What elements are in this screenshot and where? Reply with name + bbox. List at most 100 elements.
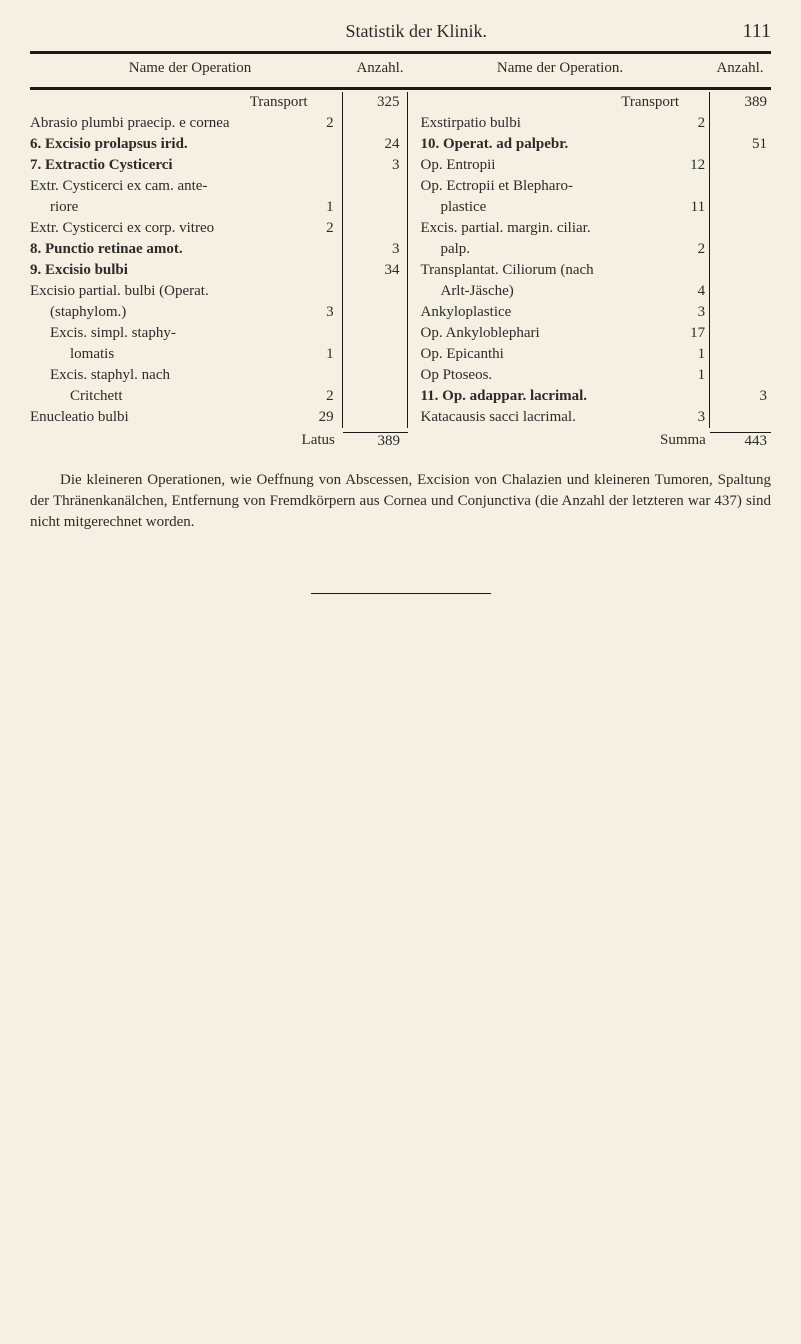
- summa-total-right: 443: [710, 432, 771, 450]
- operation-subcount: [308, 260, 334, 281]
- col-head-name-left: Name der Operation: [30, 60, 350, 77]
- operation-subcount: [308, 92, 334, 113]
- anzahl-value: [710, 323, 767, 344]
- anzahl-value: [343, 176, 400, 197]
- operation-subcount: [308, 239, 334, 260]
- operation-entry: Extr. Cysticerci ex corp. vitreo2: [30, 218, 334, 239]
- operation-entry: Transport: [30, 92, 334, 113]
- anzahl-value: [710, 218, 767, 239]
- anzahl-value: 3: [343, 155, 400, 176]
- operation-text: Excis. simpl. staphy-: [30, 323, 308, 344]
- latus-label: Latus: [30, 432, 343, 450]
- operation-subcount: [308, 323, 334, 344]
- operation-text: riore: [30, 197, 308, 218]
- anzahl-value: 3: [343, 239, 400, 260]
- operation-text: 8. Punctio retinae amot.: [30, 239, 308, 260]
- operation-subcount: [679, 92, 705, 113]
- anzahl-value: [343, 407, 400, 428]
- operation-entry: Op. Epicanthi1: [420, 344, 705, 365]
- operation-entry: 11. Op. adappar. lacrimal.: [420, 386, 705, 407]
- operation-subcount: 2: [679, 113, 705, 134]
- page-header: Statistik der Klinik. 111: [30, 20, 771, 43]
- operation-subcount: [308, 365, 334, 386]
- rule-thick-top: [30, 51, 771, 54]
- operation-entry: Excisio partial. bulbi (Operat.: [30, 281, 334, 302]
- left-anzahl-column: 325243334: [343, 92, 409, 428]
- operation-entry: Excis. staphyl. nach: [30, 365, 334, 386]
- operation-text: Excisio partial. bulbi (Operat.: [30, 281, 308, 302]
- operation-subcount: 3: [679, 407, 705, 428]
- anzahl-value: [710, 176, 767, 197]
- operation-entry: 7. Extractio Cysticerci: [30, 155, 334, 176]
- operation-text: Ankyloplastice: [420, 302, 679, 323]
- operation-subcount: 1: [308, 197, 334, 218]
- anzahl-value: [343, 281, 400, 302]
- footnote-paragraph: Die kleineren Operationen, wie Oeffnung …: [30, 470, 771, 533]
- operation-text: 6. Excisio prolapsus irid.: [30, 134, 308, 155]
- operation-subcount: 2: [679, 239, 705, 260]
- anzahl-value: [710, 365, 767, 386]
- operation-entry: 9. Excisio bulbi: [30, 260, 334, 281]
- operation-subcount: 1: [679, 365, 705, 386]
- operation-text: Transport: [420, 92, 679, 113]
- anzahl-value: 51: [710, 134, 767, 155]
- anzahl-value: 3: [710, 386, 767, 407]
- operation-entry: riore1: [30, 197, 334, 218]
- operation-entry: 6. Excisio prolapsus irid.: [30, 134, 334, 155]
- operation-entry: Katacausis sacci lacrimal.3: [420, 407, 705, 428]
- operation-text: Exstirpatio bulbi: [420, 113, 679, 134]
- table-body: TransportAbrasio plumbi praecip. e corne…: [30, 92, 771, 428]
- operation-text: lomatis: [30, 344, 308, 365]
- right-operations-block: TransportExstirpatio bulbi210. Operat. a…: [408, 92, 710, 428]
- operation-subcount: [679, 386, 705, 407]
- operation-entry: Op. Ankyloblephari17: [420, 323, 705, 344]
- operation-text: Op. Entropii: [420, 155, 679, 176]
- operation-text: 9. Excisio bulbi: [30, 260, 308, 281]
- operation-subcount: [308, 281, 334, 302]
- operation-entry: Op Ptoseos.1: [420, 365, 705, 386]
- operation-entry: 10. Operat. ad palpebr.: [420, 134, 705, 155]
- operation-subcount: [679, 176, 705, 197]
- operation-text: Transplantat. Ciliorum (nach: [420, 260, 679, 281]
- operation-entry: Exstirpatio bulbi2: [420, 113, 705, 134]
- operation-text: 10. Operat. ad palpebr.: [420, 134, 679, 155]
- summa-label: Summa: [408, 432, 710, 450]
- operation-subcount: 2: [308, 218, 334, 239]
- anzahl-value: [343, 302, 400, 323]
- operation-text: 11. Op. adappar. lacrimal.: [420, 386, 679, 407]
- col-head-anzahl-left: Anzahl.: [350, 60, 410, 77]
- operation-text: Extr. Cysticerci ex corp. vitreo: [30, 218, 308, 239]
- totals-row: Latus 389 Summa 443: [30, 432, 771, 450]
- anzahl-value: [710, 197, 767, 218]
- anzahl-value: 325: [343, 92, 400, 113]
- anzahl-value: [343, 323, 400, 344]
- operation-entry: 8. Punctio retinae amot.: [30, 239, 334, 260]
- operation-text: palp.: [420, 239, 679, 260]
- operation-entry: Critchett2: [30, 386, 334, 407]
- anzahl-value: [710, 344, 767, 365]
- anzahl-value: [343, 113, 400, 134]
- operation-text: Op. Ectropii et Blepharo-: [420, 176, 679, 197]
- operation-entry: plastice11: [420, 197, 705, 218]
- operation-subcount: 4: [679, 281, 705, 302]
- anzahl-value: [343, 197, 400, 218]
- operation-text: 7. Extractio Cysticerci: [30, 155, 308, 176]
- page-number: 111: [742, 20, 771, 43]
- anzahl-value: [343, 344, 400, 365]
- anzahl-value: [343, 218, 400, 239]
- table-header-row: Name der Operation Anzahl. Name der Oper…: [30, 56, 771, 81]
- operation-subcount: 29: [308, 407, 334, 428]
- operation-subcount: [679, 260, 705, 281]
- rule-thick-mid: [30, 87, 771, 90]
- closing-rule: [311, 593, 491, 594]
- operation-subcount: [308, 134, 334, 155]
- operation-text: Op. Ankyloblephari: [420, 323, 679, 344]
- operation-entry: (staphylom.)3: [30, 302, 334, 323]
- operation-subcount: 2: [308, 113, 334, 134]
- operation-entry: Excis. simpl. staphy-: [30, 323, 334, 344]
- anzahl-value: [710, 281, 767, 302]
- operation-text: plastice: [420, 197, 679, 218]
- operation-text: Op Ptoseos.: [420, 365, 679, 386]
- operation-text: Abrasio plumbi praecip. e cornea: [30, 113, 308, 134]
- operation-text: Arlt-Jäsche): [420, 281, 679, 302]
